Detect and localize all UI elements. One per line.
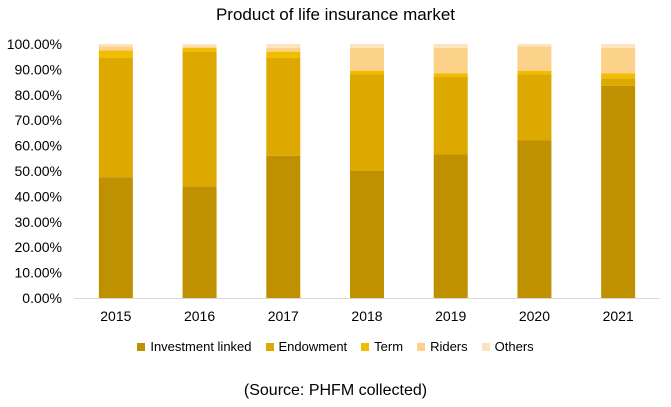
y-tick-label: 90.00% (15, 61, 62, 77)
bar-segment (601, 85, 636, 298)
chart-title: Product of life insurance market (215, 5, 456, 24)
y-tick-label: 40.00% (15, 188, 62, 204)
source-note: (Source: PHFM collected) (243, 382, 428, 399)
x-tick-label: 2019 (435, 308, 466, 324)
y-tick-label: 50.00% (15, 163, 62, 179)
chart-legend: Investment linked Endowment Term Riders Othe… (0, 339, 671, 354)
bar-segment (266, 47, 301, 52)
bar-segment (266, 51, 301, 58)
y-tick-label: 70.00% (15, 112, 62, 128)
x-tick-label: 2015 (100, 308, 131, 324)
legend-swatch (361, 342, 370, 351)
y-tick-label: 0.00% (22, 290, 62, 306)
y-tick-label: 80.00% (15, 87, 62, 103)
bar-segment (433, 47, 468, 74)
y-tick-label: 10.00% (15, 265, 62, 281)
bar-segment (433, 77, 468, 155)
bar-segment (182, 51, 217, 187)
bar-segment (98, 46, 133, 51)
legend-swatch (265, 342, 274, 351)
bar-segment (433, 44, 468, 48)
legend-label: Term (374, 339, 404, 354)
bar-segment (350, 74, 384, 171)
x-tick-label: 2016 (184, 308, 215, 324)
bar-segment (350, 44, 384, 48)
legend-label: Riders (430, 339, 468, 354)
bar-segment (601, 47, 636, 74)
bar-segment (517, 46, 552, 71)
bar-segment (266, 155, 301, 298)
bar-segment (98, 44, 133, 47)
bar-segment (517, 140, 552, 298)
x-tick-label: 2018 (351, 308, 382, 324)
bar-segment (350, 70, 384, 75)
y-tick-label: 60.00% (15, 138, 62, 154)
x-tick-label: 2017 (268, 308, 299, 324)
legend-label: Others (494, 339, 534, 354)
bar-segment (182, 46, 217, 48)
bar-segment (98, 57, 133, 178)
legend-item: Investment linked (137, 339, 252, 354)
y-tick-label: 100.00% (7, 36, 62, 52)
bar-segment (266, 44, 301, 48)
legend-item: Term (361, 339, 403, 354)
bar-segment (601, 73, 636, 79)
bar-segment (517, 74, 552, 141)
legend-item: Riders (417, 339, 468, 354)
legend-label: Endowment (278, 339, 348, 354)
bar-segment (98, 50, 133, 58)
legend-swatch (417, 342, 426, 351)
bar-segment (266, 57, 301, 156)
legend-label: Investment linked (150, 339, 252, 354)
legend-swatch (481, 342, 490, 351)
bar-segment (517, 70, 552, 75)
bar-segment (350, 47, 384, 71)
bar-segment (350, 171, 384, 298)
y-tick-label: 20.00% (15, 239, 62, 255)
y-tick-label: 30.00% (15, 214, 62, 230)
bar-segment (517, 44, 552, 47)
legend-item: Endowment (265, 339, 348, 354)
bar-segment (98, 177, 133, 298)
bar-segment (182, 186, 217, 298)
bar-segment (601, 44, 636, 48)
bar-segment (433, 73, 468, 78)
bar-segment (433, 154, 468, 298)
legend-swatch (137, 342, 146, 351)
bar-segment (182, 47, 217, 52)
bar-segment (601, 78, 636, 86)
x-tick-label: 2020 (519, 308, 550, 324)
legend-item: Others (481, 339, 534, 354)
x-tick-label: 2021 (603, 308, 634, 324)
bar-segment (182, 44, 217, 47)
